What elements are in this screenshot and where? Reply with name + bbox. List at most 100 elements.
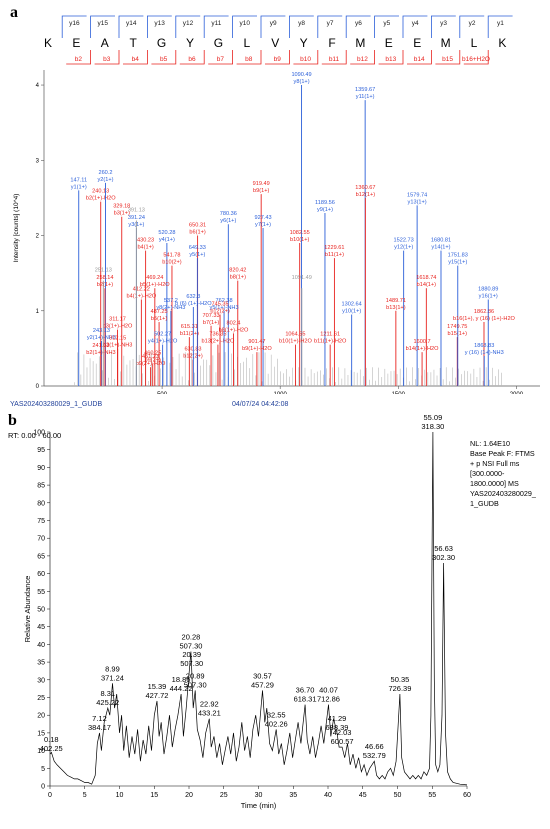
peak-ion-label: y15(1+) <box>448 260 467 266</box>
peak-rt-label: 7.12 <box>92 714 107 723</box>
info-line: YAS202403280029_ <box>470 489 537 498</box>
peak-mz-label: 251.13 <box>95 268 112 274</box>
peak-ion-label: b11(1+) <box>325 252 344 258</box>
b-ion-bracket <box>321 50 347 65</box>
peak-mz-label: 1189.56 <box>315 200 335 206</box>
peak-ion-label: b9(2+)-H2O <box>136 361 166 367</box>
base-peak-chromatogram: RT: 0.00 - 60.00051015202530354045505560… <box>8 413 537 810</box>
y-ion-bracket <box>90 15 115 38</box>
b-ion-bracket <box>407 50 432 65</box>
peak-rt-label: 20.39 <box>182 650 201 659</box>
peak-mz-label: 1862.86 <box>474 309 494 315</box>
b-ion-label: b2 <box>75 56 83 63</box>
peak-ion-label: y16(1+) <box>479 293 498 299</box>
y-tick-label: 5 <box>41 766 45 773</box>
peak-mz-label: 1091.49 <box>292 275 312 281</box>
chromatogram-trace <box>49 431 468 786</box>
x-tick-label: 0 <box>48 792 52 799</box>
peak-mz-label: 384.17 <box>88 723 111 732</box>
x-tick-label: 1500 <box>392 392 406 394</box>
peak-mz-label: 1522.73 <box>394 238 414 244</box>
y-ion-label: y4 <box>412 20 419 27</box>
y-ion-bracket <box>118 15 144 38</box>
b-ion-bracket <box>435 50 461 65</box>
peak-mz-label: 927.43 <box>254 215 271 221</box>
x-tick-label: 500 <box>157 392 168 394</box>
footer-timestamp: 04/07/24 04:42:08 <box>232 401 289 408</box>
peak-rt-label: 36.70 <box>296 686 315 695</box>
panel-b-letter: b <box>8 412 17 429</box>
peak-ion-label: b5(1+) <box>151 316 167 322</box>
peak-mz-label: 1211.61 <box>320 332 340 338</box>
peak-mz-label: 318.30 <box>421 422 444 431</box>
peak-mz-label: 1360.67 <box>355 185 375 191</box>
peak-mz-label: 618.31 <box>294 695 317 704</box>
peak-mz-label: 487.25 <box>151 309 168 315</box>
y-ion-bracket <box>175 15 201 38</box>
y-tick-label: 70 <box>37 536 45 543</box>
peak-mz-label: 260.2 <box>98 170 112 176</box>
y-tick-label: 0 <box>41 784 45 791</box>
peak-mz-label: 726.39 <box>388 684 411 693</box>
y-tick-label: 35 <box>37 660 45 667</box>
y-ion-label: y13 <box>154 20 165 27</box>
b-ion-label: b13 <box>385 56 396 63</box>
y-ion-bracket <box>374 15 399 38</box>
y-ion-label: y14 <box>126 20 137 27</box>
peak-mz-label: 241.12 <box>92 343 109 349</box>
y-tick-label: 55 <box>37 589 45 596</box>
peak-rt-label: 40.07 <box>319 686 338 695</box>
chromatogram-title: RT: 0.00 - 60.00 <box>8 431 61 440</box>
peak-rt-label: 8.31 <box>100 689 115 698</box>
peak-ion-label: b14(1+) <box>417 282 437 288</box>
y-ion-label: y6 <box>355 20 362 27</box>
y-axis-label: Intensity [counts] (10^4) <box>13 194 20 263</box>
peak-mz-label: 302.30 <box>432 553 455 562</box>
peak-mz-label: 329.18 <box>113 204 130 210</box>
peak-mz-label: 1863.83 <box>474 343 494 349</box>
x-axis-label: Time (min) <box>241 801 277 810</box>
peak-mz-label: 901.47 <box>248 339 265 345</box>
peak-ion-label: b16(1+), y (16) (1+)-H2O <box>453 316 516 322</box>
y-ion-label: y12 <box>183 20 194 27</box>
peak-mz-label: 1090.49 <box>291 72 311 78</box>
x-tick-label: 35 <box>289 792 297 799</box>
peak-ion-label: y2(1+)-NH3 <box>87 335 116 341</box>
b-ion-bracket <box>179 50 205 65</box>
peak-mz-label: 1618.74 <box>416 275 436 281</box>
peak-mz-label: 1600.7 <box>414 339 431 345</box>
peak-ion-label: y13(1+) <box>408 199 427 205</box>
residue-9: V <box>271 36 279 50</box>
peak-mz-label: 451.23 <box>142 354 159 360</box>
peak-rt-label: 0.18 <box>44 735 59 744</box>
y-tick-label: 10 <box>37 748 45 755</box>
peak-mz-label: 1749.75 <box>447 324 467 330</box>
peak-mz-label: 391.24 <box>128 215 145 221</box>
peak-rt-label: 56.63 <box>434 544 453 553</box>
peak-mz-label: 615.31 <box>181 324 198 330</box>
y-ion-label: y8 <box>298 20 305 27</box>
peak-mz-label: 707.33 <box>203 313 220 319</box>
peak-ion-label: y6(1+) <box>220 218 236 224</box>
x-tick-label: 30 <box>255 792 263 799</box>
peak-rt-label: 8.99 <box>105 664 120 673</box>
peak-mz-label: 1302.64 <box>342 302 362 308</box>
y-ion-bracket <box>345 15 371 38</box>
residue-16: L <box>471 36 478 50</box>
y-ion-label: y5 <box>383 20 390 27</box>
b-ion-bracket <box>378 50 404 65</box>
peak-ion-label: y5(1+) <box>189 252 205 258</box>
y-ion-bracket <box>459 15 485 38</box>
y-ion-label: y16 <box>69 20 80 27</box>
residue-4: T <box>130 36 138 50</box>
y-ion-label: y1 <box>497 20 504 27</box>
b-ion-label: b10 <box>300 56 311 63</box>
residue-7: G <box>214 36 223 50</box>
peak-ion-label: y11(1+) <box>356 94 375 100</box>
residue-8: L <box>243 36 250 50</box>
peak-mz-label: 1064.55 <box>285 332 305 338</box>
peak-ion-label: b8(1+)-H2O <box>219 327 249 333</box>
b-ion-bracket <box>293 50 319 65</box>
